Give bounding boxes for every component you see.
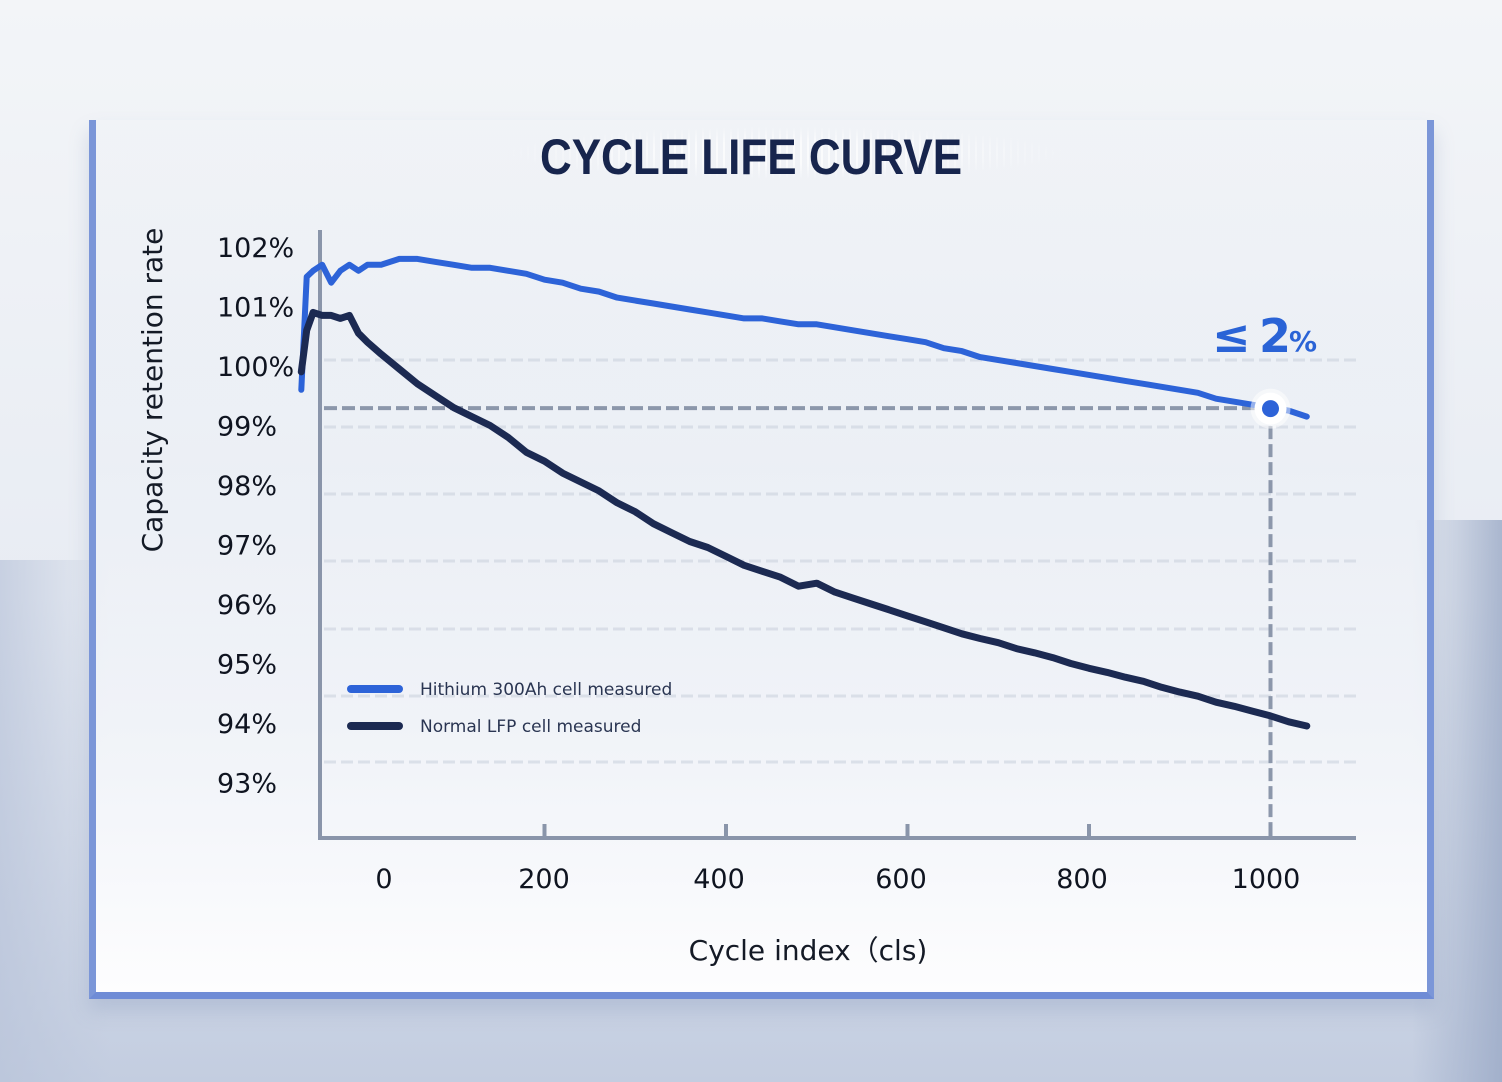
y-tick-label: 95%: [217, 650, 277, 681]
annotation-unit: %: [1289, 325, 1317, 358]
highlight-marker: [1250, 388, 1291, 429]
x-tick-label: 1000: [1232, 864, 1301, 895]
y-tick-label: 99%: [217, 412, 277, 443]
annotation-max-degradation: ≤ 2 %: [1212, 309, 1317, 363]
y-axis-title: Capacity retention rate: [136, 228, 169, 553]
title-decoration: [410, 118, 1160, 188]
x-tick-labels: 0 200 400 600 800 1000: [375, 864, 1300, 895]
x-tick-label: 600: [875, 864, 927, 895]
y-tick-label: 101%: [217, 293, 294, 324]
chart-title: CYCLE LIFE CURVE: [539, 129, 963, 185]
x-axis-title: Cycle index（cls): [689, 934, 928, 967]
legend-item-hithium: Hithium 300Ah cell measured: [347, 680, 672, 700]
y-tick-label: 96%: [217, 590, 277, 621]
highlight-point: [1262, 400, 1279, 418]
y-tick-label: 94%: [217, 709, 277, 740]
series-line-normal-lfp: [297, 308, 1311, 730]
y-tick-label: 97%: [217, 531, 277, 562]
series-line-hithium: [298, 255, 1310, 420]
legend-item-normal-lfp: Normal LFP cell measured: [347, 717, 641, 737]
series-lines: [297, 255, 1311, 730]
annotation-symbol: ≤: [1212, 309, 1251, 363]
legend-label-hithium: Hithium 300Ah cell measured: [420, 680, 672, 700]
y-tick-label: 100%: [217, 352, 294, 383]
legend: Hithium 300Ah cell measured Normal LFP c…: [347, 680, 672, 737]
reference-lines: [324, 406, 1273, 838]
x-tick-label: 0: [375, 864, 392, 895]
x-tick-label: 800: [1056, 864, 1108, 895]
x-tick-label: 200: [518, 864, 570, 895]
y-tick-label: 98%: [217, 471, 277, 502]
y-tick-label: 93%: [217, 769, 277, 800]
x-tick-label: 400: [693, 864, 745, 895]
y-tick-labels: 102% 101% 100% 99% 98% 97% 96% 95% 94% 93%: [217, 233, 294, 800]
annotation-value: 2: [1259, 309, 1291, 363]
axes: [318, 230, 1356, 840]
legend-label-normal-lfp: Normal LFP cell measured: [420, 717, 641, 737]
y-tick-label: 102%: [217, 233, 294, 264]
